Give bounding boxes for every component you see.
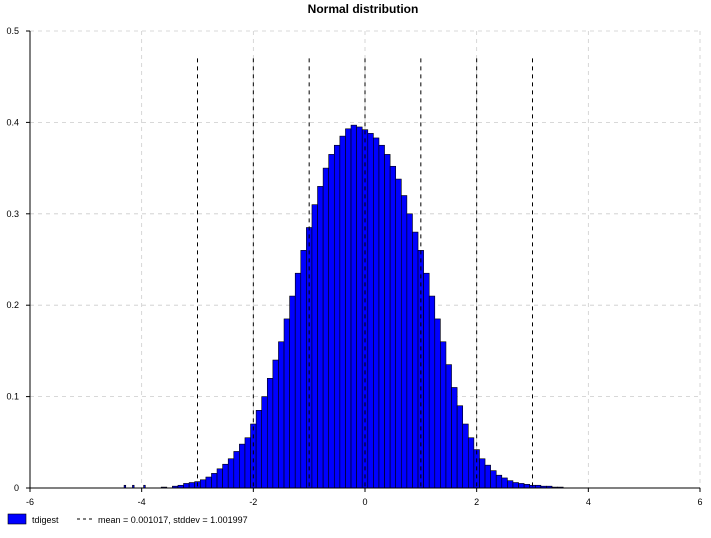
histogram-bar [233,451,240,489]
histogram-bar [289,295,296,489]
histogram-bar [445,364,452,489]
histogram-bar [412,231,419,489]
histogram-bar [428,295,436,489]
histogram-bar [261,396,268,489]
x-tick-label: -6 [26,497,34,507]
histogram-bar [501,477,508,489]
histogram-bar [222,463,229,489]
y-tick-label: 0.3 [6,209,19,219]
histogram-bar [373,137,380,489]
histogram-bar [255,410,263,489]
x-tick-label: -4 [138,497,146,507]
histogram-bar [367,133,374,489]
x-tick-label: 4 [586,497,591,507]
histogram-bar [456,405,464,489]
histogram-bar [490,470,497,489]
y-tick-label: 0.2 [6,300,19,310]
legend: tdigest mean = 0.001017, stddev = 1.0019… [7,513,248,525]
histogram-bar [479,458,486,489]
y-tick-label: 0.5 [6,26,19,36]
legend-label-stats: mean = 0.001017, stddev = 1.001997 [98,515,248,525]
histogram-bar [440,341,447,489]
histogram-bar [283,318,290,489]
histogram-bar [378,144,385,489]
histogram-bar [188,482,196,489]
histogram-bar [227,458,235,489]
histogram-bar [278,341,285,489]
histogram-bar [400,195,408,489]
legend-swatch-bar [7,513,27,525]
histogram-bar [451,387,458,489]
histogram-bar [523,484,531,489]
histogram-bar [356,126,363,489]
histogram-bar [211,473,218,489]
histogram-bar [300,250,307,489]
histogram-bar [462,423,469,489]
histogram-bar [272,359,279,489]
histogram-bar [199,479,207,489]
x-tick-label: -2 [249,497,257,507]
bars-layer [123,124,564,489]
histogram-bar [512,482,519,489]
histogram-bar [484,464,491,489]
y-tick-label: 0.1 [6,392,19,402]
histogram-bar [434,318,441,489]
histogram-bar [183,483,190,489]
histogram-bar [384,154,391,489]
x-tick-label: 0 [362,497,367,507]
histogram-bar [345,128,352,489]
histogram-bar [244,437,251,489]
histogram-bar [205,476,212,489]
histogram-bar [339,135,346,489]
histogram-bar [406,213,413,489]
y-tick-label: 0 [14,483,19,493]
histogram-bar [328,154,335,489]
histogram-bar [467,437,475,489]
histogram-bar [423,272,430,489]
histogram-bar [350,124,357,489]
x-tick-label: 6 [697,497,702,507]
histogram-bar [495,474,503,489]
histogram-bar [389,165,397,489]
histogram-bar [322,167,330,489]
histogram-bar [395,178,402,489]
histogram-bar [266,378,274,489]
histogram-bar [239,443,246,489]
legend-label-tdigest: tdigest [32,515,59,525]
histogram-bar [216,468,223,489]
y-tick-label: 0.4 [6,117,19,127]
histogram-bar [311,204,318,489]
histogram-bar [317,186,324,489]
histogram-bar [507,480,514,489]
histogram-bar [518,483,525,489]
histogram-bar [294,272,302,489]
chart-title: Normal distribution [308,2,419,16]
axes-layer: -6 -4 -2 0 2 4 6 0 0.1 0.2 0.3 0.4 0.5 [6,26,702,507]
histogram-bar [333,144,341,489]
x-tick-label: 2 [474,497,479,507]
